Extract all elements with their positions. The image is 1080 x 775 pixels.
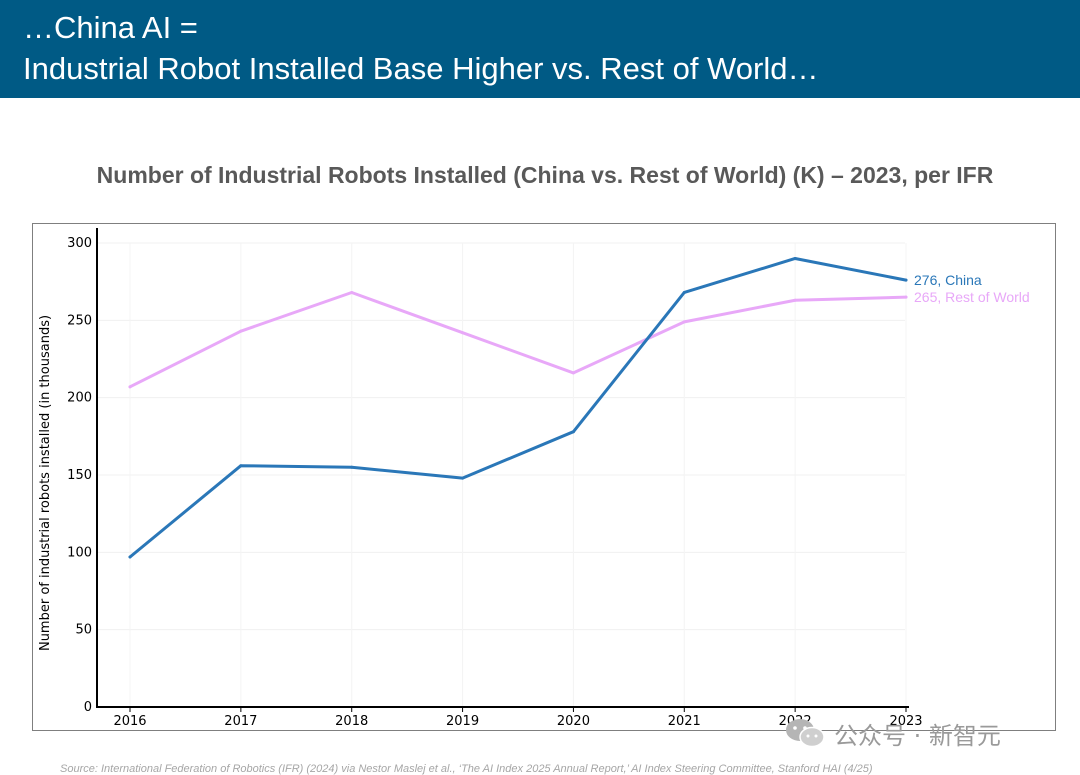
end-label-rest-of-world: 265, Rest of World [914,289,1030,305]
data-point-rest-of-world-2023 [904,295,908,299]
data-point-rest-of-world-2020 [571,371,575,375]
data-point-china-2018 [350,465,354,469]
x-tick-label-2020: 2020 [557,714,590,729]
data-point-rest-of-world-2018 [350,290,354,294]
y-tick-label-250: 250 [67,313,92,328]
data-point-china-2020 [571,430,575,434]
data-point-china-2021 [682,290,686,294]
chart-frame: 0 50 100 150 200 250 300 2016 2017 2018 2019 2020 20… [32,223,1056,731]
y-tick-label-0: 0 [84,700,92,715]
end-series-name-rest-of-world: Rest of World [945,289,1030,305]
source-note: Source: International Federation of Robo… [60,763,873,775]
watermark-text: 公众号 · 新智元 [834,721,1001,750]
y-axis-title: Number of industrial robots installed (i… [38,315,53,651]
y-tick-label-200: 200 [67,391,92,406]
end-series-name-china: China [945,272,982,288]
x-tick-label-2021: 2021 [668,714,701,729]
data-point-china-2023 [904,278,908,282]
data-point-rest-of-world-2017 [239,329,243,333]
series-line-china [128,256,908,559]
slide-title-line-2: Industrial Robot Installed Base Higher v… [23,51,819,86]
end-label-china: 276, China [914,272,982,288]
x-tick-label-2023: 2023 [889,714,922,729]
data-point-china-2022 [793,256,797,260]
chart-title: Number of Industrial Robots Installed (C… [96,162,994,188]
wechat-icon [786,719,825,748]
y-tick-label-100: 100 [67,545,92,560]
end-value-rest-of-world: 265, [914,289,945,305]
data-point-rest-of-world-2022 [793,298,797,302]
slide-header: …China AI = Industrial Robot Installed B… [0,0,1080,98]
y-tick-label-300: 300 [67,236,92,251]
series-line-rest-of-world [128,290,908,389]
data-point-china-2019 [461,476,465,480]
data-point-rest-of-world-2016 [128,385,132,389]
watermark: 公众号 · 新智元 [784,716,1001,750]
y-tick-label-150: 150 [67,468,92,483]
x-tick-label-2016: 2016 [113,714,146,729]
x-tick-label-2017: 2017 [224,714,257,729]
y-tick-label-50: 50 [75,623,92,638]
data-point-china-2016 [128,555,132,559]
line-chart: 0 50 100 150 200 250 300 2016 2017 2018 2019 2020 20… [38,228,1030,729]
x-tick-label-2018: 2018 [335,714,368,729]
data-point-rest-of-world-2021 [682,320,686,324]
x-tick-label-2019: 2019 [446,714,479,729]
slide-title-line-1: …China AI = [23,10,198,45]
end-value-china: 276, [914,272,945,288]
data-point-rest-of-world-2019 [461,331,465,335]
data-point-china-2017 [239,464,243,468]
